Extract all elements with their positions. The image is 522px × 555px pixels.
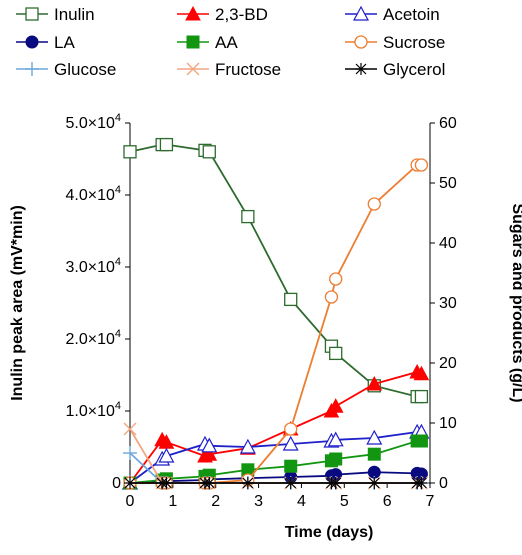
legend-marker xyxy=(25,35,39,49)
data-point-glycerol xyxy=(124,477,136,489)
axis-titles: Time (days) Inulin peak area (mV*min) Su… xyxy=(9,203,522,541)
y-left-tick-label: 5.0×104 xyxy=(65,112,121,132)
data-point-glycerol xyxy=(203,477,216,489)
series-glycerol xyxy=(124,477,428,489)
data-point-acetoin xyxy=(282,435,299,451)
legend-marker xyxy=(354,35,368,49)
data-point-glycerol xyxy=(241,477,254,489)
data-point-fructose xyxy=(123,422,137,436)
legend-label: Fructose xyxy=(215,60,281,79)
data-point-acetoin xyxy=(327,431,344,447)
data-point-inulin xyxy=(202,145,216,159)
legend-entry-2-3-bd: 2,3-BD xyxy=(177,5,268,24)
data-point-inulin xyxy=(159,137,174,152)
legend-label: Glucose xyxy=(54,60,116,79)
legend-label: Acetoin xyxy=(383,5,440,24)
data-point-sucrose xyxy=(324,290,339,304)
legend-marker xyxy=(25,62,39,76)
legend-marker xyxy=(355,63,367,75)
y-axis-left-title: Inulin peak area (mV*min) xyxy=(9,205,26,401)
legend-label: Glycerol xyxy=(383,60,445,79)
y-right-tick-label: 30 xyxy=(439,295,457,312)
legend: Inulin 2,3-BD Acetoin LA AA Sucrose Glucose Fru… xyxy=(16,5,445,79)
y-right-tick-label: 40 xyxy=(439,235,457,252)
data-point-acetoin xyxy=(158,447,175,463)
data-point-2-3-bd xyxy=(413,365,430,381)
data-point-2-3-bd xyxy=(201,446,218,461)
x-tick-label: 0 xyxy=(126,493,135,510)
legend-marker xyxy=(186,62,200,76)
legend-entry-aa: AA xyxy=(177,33,238,52)
x-tick-label: 6 xyxy=(383,493,392,510)
data-point-acetoin xyxy=(366,429,383,445)
y-left-tick-label: 4.0×104 xyxy=(65,184,121,204)
data-point-2-3-bd xyxy=(366,375,383,391)
legend-entry-fructose: Fructose xyxy=(177,60,281,79)
data-point-sucrose xyxy=(284,422,298,436)
data-point-glycerol xyxy=(329,477,342,489)
y-right-tick-label: 10 xyxy=(439,415,457,432)
legend-marker xyxy=(186,35,200,49)
x-axis-title: Time (days) xyxy=(285,524,374,541)
series-2-3-bd xyxy=(122,363,430,490)
legend-marker xyxy=(352,5,370,21)
data-point-inulin xyxy=(241,209,255,224)
data-point-aa xyxy=(329,452,343,466)
data-point-aa xyxy=(367,447,381,461)
y-right-tick-label: 0 xyxy=(439,475,448,492)
data-point-sucrose xyxy=(414,158,429,172)
legend-marker xyxy=(185,5,201,21)
y-right-tick-label: 50 xyxy=(439,175,457,192)
x-tick-label: 1 xyxy=(168,493,177,510)
data-point-acetoin xyxy=(201,437,218,453)
data-point-2-3-bd xyxy=(327,398,344,413)
data-point-sucrose xyxy=(367,197,381,211)
x-tick-label: 4 xyxy=(297,493,306,510)
legend-entry-sucrose: Sucrose xyxy=(345,33,445,52)
legend-label: AA xyxy=(215,33,238,52)
series-line-inulin xyxy=(129,143,422,398)
legend-label: Sucrose xyxy=(383,33,445,52)
x-tick-label: 2 xyxy=(211,493,220,510)
axes: 0 1 2 3 4 5 6 701.0×1042.0×1043.0×1044.0×1045.0… xyxy=(65,112,456,510)
data-point-glycerol xyxy=(284,477,297,489)
y-right-tick-label: 60 xyxy=(439,115,457,132)
data-point-inulin xyxy=(414,389,429,404)
data-point-aa xyxy=(284,459,298,473)
data-point-glycerol xyxy=(415,477,428,489)
y-left-tick-label: 2.0×104 xyxy=(65,328,121,348)
series-inulin xyxy=(123,137,429,404)
legend-entry-inulin: Inulin xyxy=(16,5,95,24)
data-point-inulin xyxy=(329,346,343,361)
data-point-glucose xyxy=(123,446,137,460)
y-left-tick-label: 3.0×104 xyxy=(65,256,121,276)
legend-entry-acetoin: Acetoin xyxy=(345,5,440,24)
data-point-inulin xyxy=(123,145,137,159)
y-left-tick-label: 1.0×104 xyxy=(65,400,121,420)
series-sucrose xyxy=(123,158,429,490)
data-point-sucrose xyxy=(329,272,343,286)
y-axis-right-title: Sugars and products (g/L) xyxy=(509,203,522,402)
legend-entry-glucose: Glucose xyxy=(16,60,116,79)
legend-label: LA xyxy=(54,33,75,52)
y-right-tick-label: 20 xyxy=(439,355,457,372)
x-tick-label: 5 xyxy=(340,493,349,510)
legend-entry-glycerol: Glycerol xyxy=(345,60,445,79)
y-left-tick-label: 0 xyxy=(112,475,121,492)
data-point-glycerol xyxy=(160,477,173,489)
legend-entry-la: LA xyxy=(16,33,75,52)
legend-marker xyxy=(25,7,39,21)
x-tick-label: 3 xyxy=(254,493,263,510)
data-point-aa xyxy=(414,434,428,448)
data-point-acetoin xyxy=(239,438,256,454)
legend-label: 2,3-BD xyxy=(215,5,268,24)
legend-label: Inulin xyxy=(54,5,95,24)
data-point-inulin xyxy=(284,292,298,307)
x-tick-label: 7 xyxy=(426,493,435,510)
plot-area xyxy=(121,137,430,490)
data-point-glycerol xyxy=(368,477,381,489)
